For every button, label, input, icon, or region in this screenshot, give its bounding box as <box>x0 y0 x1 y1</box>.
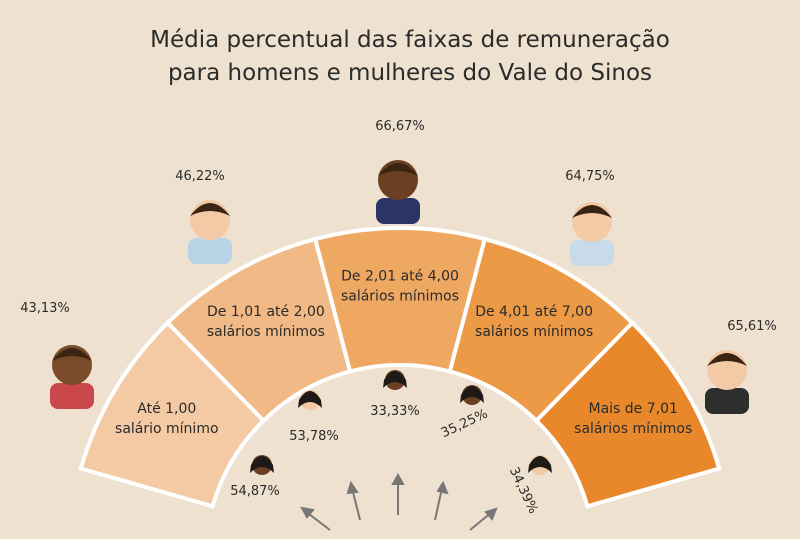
segment-label: salários mínimos <box>207 324 325 340</box>
segment <box>533 319 722 509</box>
woman-hair <box>528 456 552 473</box>
men-percent: 66,67% <box>375 119 425 134</box>
women-percent: 53,78% <box>289 429 339 444</box>
man-hair <box>378 163 418 176</box>
segment-label: salários mínimos <box>341 289 459 305</box>
segment-label: De 1,01 até 2,00 <box>207 304 325 320</box>
segment-label: salário mínimo <box>115 421 219 437</box>
woman-hair <box>383 371 407 388</box>
segment-label: Mais de 7,01 <box>588 401 677 417</box>
title-line: Média percentual das faixas de remuneraç… <box>150 27 670 53</box>
segment-label: Até 1,00 <box>137 401 196 417</box>
segment-label: De 2,01 até 4,00 <box>341 269 459 285</box>
men-percent: 65,61% <box>727 319 777 334</box>
man-body <box>50 383 94 409</box>
women-percent: 33,33% <box>370 404 420 419</box>
man-hair <box>190 203 230 216</box>
man-hair <box>707 353 747 366</box>
segment-label: salários mínimos <box>574 421 692 437</box>
man-body <box>188 238 232 264</box>
men-percent: 64,75% <box>565 169 615 184</box>
arrows <box>300 472 498 531</box>
man-body <box>705 388 749 414</box>
segment-label: De 4,01 até 7,00 <box>475 304 593 320</box>
women-percent: 54,87% <box>230 484 280 499</box>
men-percent: 43,13% <box>20 301 70 316</box>
man-body <box>570 240 614 266</box>
man-body <box>376 198 420 224</box>
segment-label: salários mínimos <box>475 324 593 340</box>
woman-hair <box>460 386 484 403</box>
man-hair <box>572 205 612 218</box>
men-percent: 46,22% <box>175 169 225 184</box>
woman-hair <box>250 456 274 473</box>
title-line: para homens e mulheres do Vale do Sinos <box>168 60 652 86</box>
woman-hair <box>298 391 322 408</box>
man-hair <box>52 348 92 361</box>
